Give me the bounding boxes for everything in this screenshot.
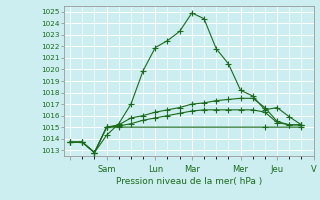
X-axis label: Pression niveau de la mer( hPa ): Pression niveau de la mer( hPa ) [116, 177, 262, 186]
